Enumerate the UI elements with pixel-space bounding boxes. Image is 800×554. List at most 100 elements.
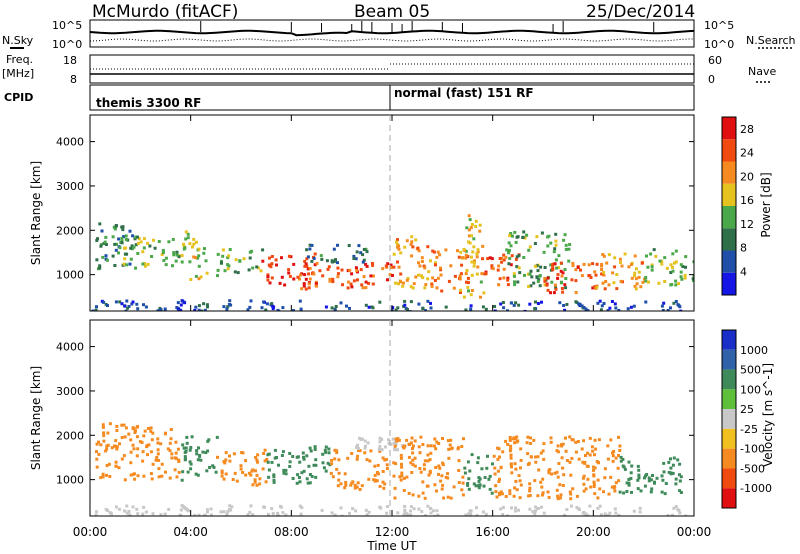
heatmap-cell [396, 437, 400, 441]
heatmap-cell [122, 423, 126, 427]
heatmap-cell [394, 437, 398, 441]
heatmap-cell [426, 245, 430, 249]
heatmap-cell [164, 256, 168, 260]
colorbar-tick-label: 16 [740, 194, 754, 207]
heatmap-cell [399, 456, 403, 460]
heatmap-cell [466, 285, 470, 289]
heatmap-cell [508, 436, 512, 439]
heatmap-cell [206, 449, 210, 453]
heatmap-cell [606, 444, 610, 448]
heatmap-cell [508, 492, 512, 496]
heatmap-cell [564, 247, 568, 251]
heatmap-cell [355, 250, 359, 254]
heatmap-cell [403, 299, 407, 303]
x-tick-label: 04:00 [173, 525, 208, 539]
heatmap-cell [448, 443, 452, 447]
heatmap-cell [508, 438, 512, 442]
heatmap-cell [494, 490, 498, 494]
heatmap-cell [543, 266, 547, 269]
heatmap-cell [516, 280, 520, 284]
heatmap-cell [113, 444, 117, 448]
heatmap-cell [307, 282, 311, 286]
heatmap-cell [299, 512, 303, 516]
heatmap-cell [460, 445, 464, 448]
heatmap-cell [440, 474, 444, 478]
heatmap-cell [534, 300, 537, 304]
heatmap-cell [383, 445, 387, 449]
heatmap-cell [584, 487, 588, 491]
heatmap-cell [517, 303, 521, 307]
heatmap-cell [637, 275, 641, 279]
heatmap-cell [328, 463, 332, 467]
heatmap-cell [175, 253, 179, 257]
heatmap-cell [556, 444, 560, 448]
heatmap-cell [542, 442, 546, 446]
heatmap-cell [633, 274, 637, 278]
heatmap-cell [288, 465, 292, 468]
heatmap-cell [142, 434, 146, 438]
heatmap-cell [333, 513, 337, 516]
heatmap-cell [619, 455, 623, 459]
heatmap-cell [671, 269, 675, 273]
heatmap-cell [617, 479, 621, 483]
heatmap-cell [265, 302, 269, 306]
heatmap-cell [587, 274, 591, 278]
heatmap-cell [369, 274, 373, 278]
heatmap-cell [411, 463, 415, 467]
heatmap-cell [506, 278, 510, 282]
heatmap-cell [129, 450, 133, 454]
heatmap-cell [115, 447, 119, 451]
heatmap-cell [635, 267, 638, 271]
heatmap-cell [512, 303, 516, 307]
cpid-segment-2: normal (fast) 151 RF [394, 86, 534, 100]
heatmap-cell [101, 423, 105, 427]
heatmap-cell [561, 271, 565, 275]
heatmap-cell [601, 253, 605, 256]
heatmap-cell [638, 510, 642, 514]
heatmap-cell [536, 269, 540, 273]
heatmap-cell [149, 426, 153, 430]
colorbar-tick-label: 4 [740, 265, 747, 278]
heatmap-cell [391, 306, 395, 310]
heatmap-cell [512, 272, 516, 276]
heatmap-cell [600, 272, 604, 276]
heatmap-cell [180, 260, 184, 264]
heatmap-cell [612, 486, 616, 490]
heatmap-cell [472, 264, 476, 268]
heatmap-cell [630, 276, 634, 280]
heatmap-cell [398, 475, 402, 479]
heatmap-cell [480, 467, 484, 471]
heatmap-cell [171, 264, 174, 268]
heatmap-cell [481, 510, 485, 514]
heatmap-cell [562, 238, 566, 242]
heatmap-cell [452, 286, 456, 290]
heatmap-cell [617, 308, 621, 311]
heatmap-cell [308, 446, 312, 450]
heatmap-cell [310, 259, 314, 263]
heatmap-cell [676, 458, 680, 462]
heatmap-cell [630, 464, 634, 468]
heatmap-cell [306, 267, 310, 271]
heatmap-cell [619, 459, 623, 463]
heatmap-cell [220, 474, 224, 478]
heatmap-cell [332, 260, 336, 264]
heatmap-cell [561, 484, 565, 487]
heatmap-cell [146, 427, 150, 430]
heatmap-cell [315, 261, 319, 265]
heatmap-cell [277, 463, 280, 467]
heatmap-cell [115, 429, 119, 432]
heatmap-cell [204, 259, 208, 263]
heatmap-cell [556, 497, 560, 501]
heatmap-cell [564, 243, 568, 247]
heatmap-cell [582, 439, 586, 443]
heatmap-cell [98, 264, 102, 268]
heatmap-cell [493, 309, 497, 311]
heatmap-cell [432, 444, 436, 448]
heatmap-cell [343, 486, 347, 490]
heatmap-cell [549, 263, 553, 267]
x-tick-label: 00:00 [73, 525, 108, 539]
heatmap-cell [339, 506, 343, 510]
heatmap-cell [363, 439, 367, 443]
heatmap-cell [255, 483, 259, 487]
